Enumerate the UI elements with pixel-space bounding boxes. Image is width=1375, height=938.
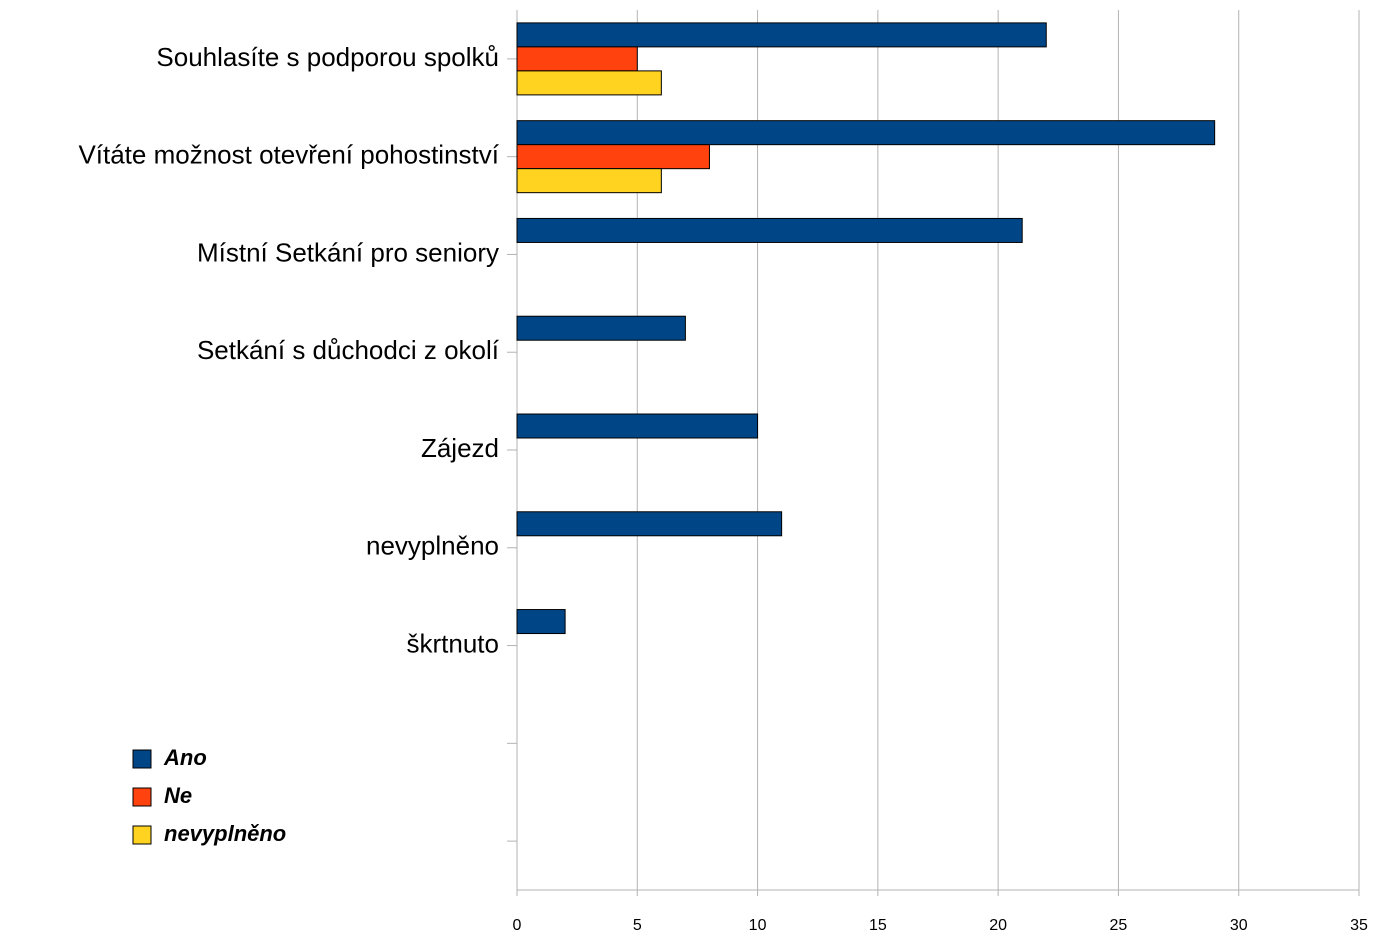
- legend-swatch: [132, 749, 152, 769]
- bar: [516, 315, 686, 341]
- legend-label: Ne: [164, 783, 192, 808]
- bar: [516, 217, 1023, 243]
- y-tick-label: Setkání s důchodci z okolí: [197, 335, 500, 365]
- bar: [516, 22, 1047, 48]
- y-tick-label: Místní Setkání pro seniory: [197, 237, 499, 267]
- bar: [516, 144, 710, 170]
- x-tick-label: 30: [1230, 917, 1248, 934]
- x-tick-label: 20: [989, 917, 1007, 934]
- legend-label: nevyplněno: [164, 821, 286, 846]
- bar: [516, 511, 783, 537]
- y-tick-label: Zájezd: [421, 433, 499, 463]
- x-tick-label: 35: [1350, 917, 1368, 934]
- x-tick-label: 15: [869, 917, 887, 934]
- y-tick-label: nevyplněno: [366, 531, 499, 561]
- bar: [516, 609, 566, 635]
- x-tick-label: 10: [749, 917, 767, 934]
- x-tick-label: 0: [513, 917, 522, 934]
- bar: [516, 70, 662, 96]
- bar: [516, 120, 1216, 146]
- y-tick-label: Vítáte možnost otevření pohostinství: [78, 140, 499, 170]
- legend-label: Ano: [163, 745, 207, 770]
- bar: [516, 46, 638, 72]
- bar: [516, 413, 759, 439]
- y-tick-label: Souhlasíte s podporou spolků: [156, 42, 499, 72]
- bar: [516, 168, 662, 194]
- x-tick-label: 5: [633, 917, 642, 934]
- legend-swatch: [132, 787, 152, 807]
- legend-swatch: [132, 825, 152, 845]
- x-tick-label: 25: [1110, 917, 1128, 934]
- y-tick-label: škrtnuto: [407, 628, 500, 658]
